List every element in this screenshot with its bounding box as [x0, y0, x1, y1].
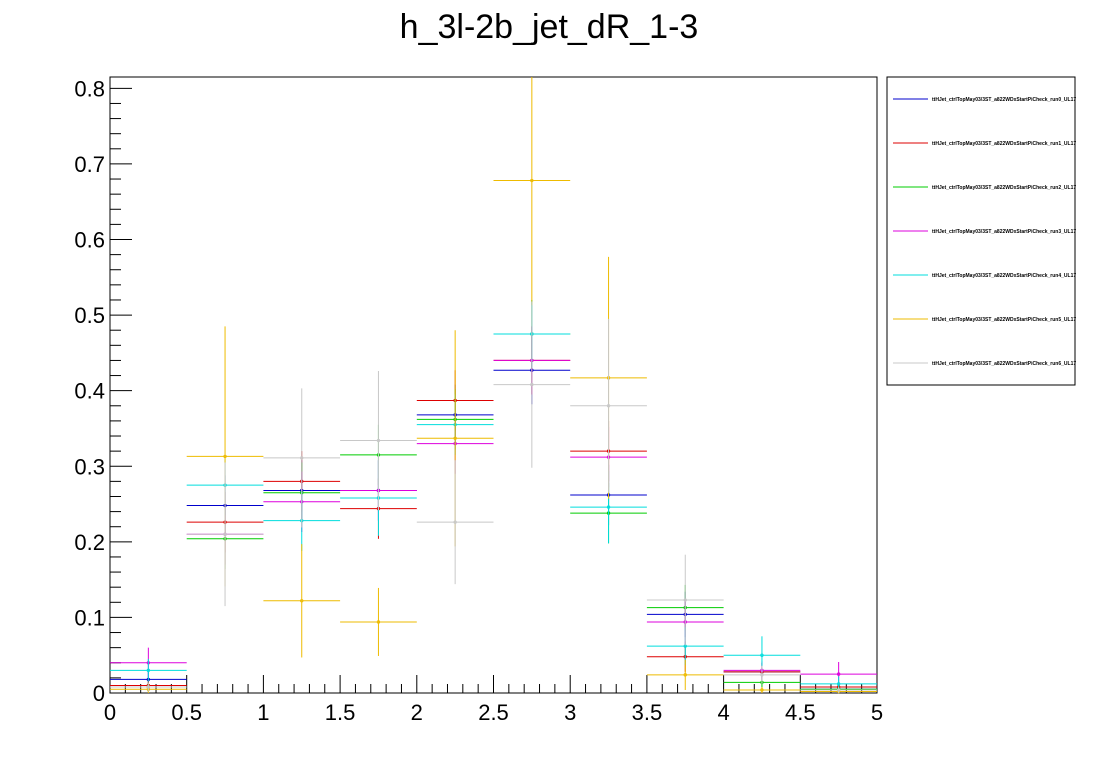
data-point — [606, 505, 611, 509]
x-tick-label: 1 — [257, 700, 269, 725]
x-tick-label: 3 — [564, 700, 576, 725]
data-point — [223, 454, 227, 459]
data-point — [530, 382, 534, 387]
data-point — [146, 685, 151, 689]
x-tick-label: 3.5 — [632, 700, 663, 725]
x-tick-label: 4 — [717, 700, 729, 725]
y-tick-label: 0.6 — [74, 228, 105, 253]
data-point — [453, 520, 457, 524]
legend-label: ttHJet_ctrlTopMay03/3ST_a822WDxStartPiCh… — [932, 97, 1076, 103]
data-point — [606, 404, 611, 408]
data-point — [530, 178, 534, 183]
axes: 0 0.5 1 1.5 2 2.5 3 3.5 4 4.5 5 0 0.1 0.2 0.3 0.4 0.5 0.6… — [74, 76, 883, 725]
data-point — [376, 620, 381, 624]
legend-label: ttHJet_ctrlTopMay03/3ST_a822WDxStartPiCh… — [932, 273, 1076, 279]
data-point — [300, 599, 304, 603]
x-tick-label: 2 — [411, 700, 423, 725]
x-tick-label: 5 — [871, 700, 883, 725]
y-tick-label: 0.3 — [74, 454, 105, 479]
y-tick-label: 0.5 — [74, 303, 105, 328]
data-point — [836, 682, 841, 686]
data-point — [223, 532, 227, 536]
y-tick-label: 0.1 — [74, 605, 105, 630]
data-point — [683, 673, 687, 677]
data-point — [376, 438, 381, 443]
x-tick-label: 0 — [104, 700, 116, 725]
legend-label: ttHJet_ctrlTopMay03/3ST_a822WDxStartPiCh… — [932, 229, 1076, 235]
legend-label: ttHJet_ctrlTopMay03/3ST_a822WDxStartPiCh… — [932, 185, 1076, 191]
data-point — [760, 673, 764, 677]
data-point — [453, 436, 457, 440]
legend-label: ttHJet_ctrlTopMay03/3ST_a822WDxStartPiCh… — [932, 317, 1076, 323]
y-tick-label: 0.8 — [74, 76, 105, 101]
data-point — [836, 688, 841, 692]
y-tick-label: 0 — [93, 681, 105, 706]
data-point — [836, 672, 841, 676]
x-tick-label: 4.5 — [785, 700, 816, 725]
data-point — [146, 668, 151, 673]
legend-label: ttHJet_ctrlTopMay03/3ST_a822WDxStartPiCh… — [932, 361, 1076, 367]
data-point — [760, 688, 764, 692]
chart-title: h_3l-2b_jet_dR_1-3 — [400, 8, 699, 46]
data-point — [300, 456, 304, 460]
series-6 — [110, 301, 877, 693]
data-point — [683, 598, 687, 602]
data-point — [760, 653, 764, 657]
x-tick-label: 2.5 — [478, 700, 509, 725]
y-tick-label: 0.7 — [74, 152, 105, 177]
y-tick-label: 0.4 — [74, 379, 105, 404]
series-layer — [110, 77, 877, 694]
x-tick-label: 1.5 — [325, 700, 356, 725]
legend-label: ttHJet_ctrlTopMay03/3ST_a822WDxStartPiCh… — [932, 141, 1076, 147]
y-tick-label: 0.2 — [74, 530, 105, 555]
x-tick-label: 0.5 — [171, 700, 202, 725]
legend: ttHJet_ctrlTopMay03/3ST_a822WDxStartPiCh… — [893, 97, 1076, 367]
